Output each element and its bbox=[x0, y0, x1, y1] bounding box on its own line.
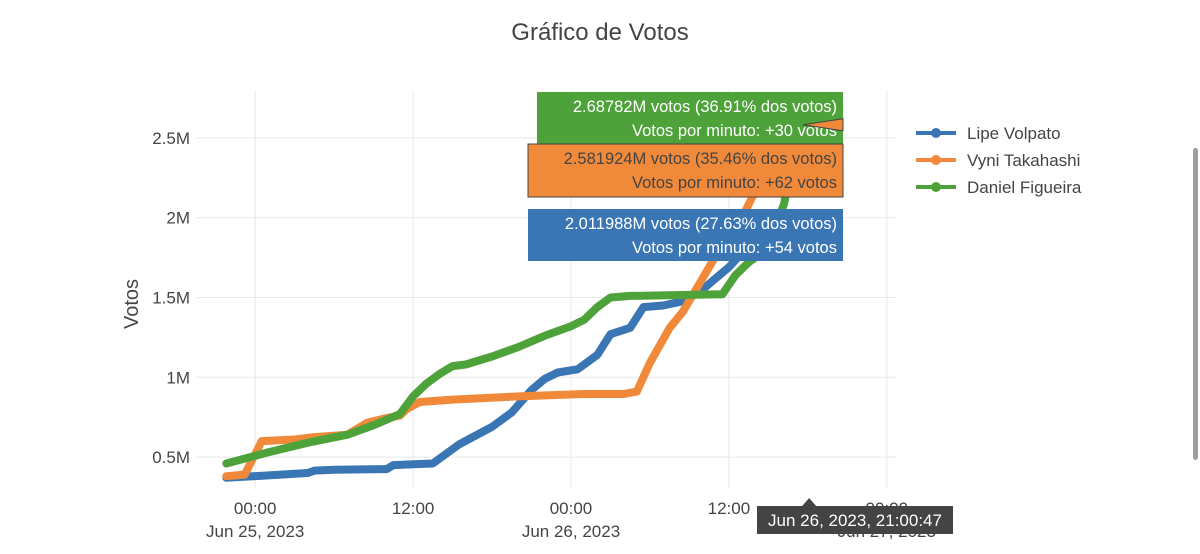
y-axis-label: Votos bbox=[121, 279, 143, 329]
legend-marker-0[interactable] bbox=[931, 128, 941, 138]
x-tick-label-3: 12:00 bbox=[708, 499, 751, 518]
hover-label-pointer-1 bbox=[803, 118, 844, 132]
x-hover-label-pointer bbox=[802, 498, 817, 506]
hover-label-rate-0: Votos por minuto: +30 votos bbox=[632, 122, 837, 140]
hover-label-rate-2: Votos por minuto: +54 votos bbox=[632, 239, 837, 257]
hover-label-box-1 bbox=[527, 143, 844, 198]
hover-label-0: 2.68782M votos (36.91% dos votos) Votos p… bbox=[537, 92, 843, 144]
hover-label-value-2: 2.011988M votos (27.63% dos votos) bbox=[565, 215, 837, 233]
x-tick-date-0: Jun 25, 2023 bbox=[206, 522, 304, 541]
x-tick-label-1: 12:00 bbox=[392, 499, 435, 518]
x-tick-label-2: 00:00 bbox=[550, 499, 593, 518]
hover-label-rate-1: Votos por minuto: +62 votos bbox=[632, 174, 837, 192]
hover-label-2: 2.011988M votos (27.63% dos votos) Votos … bbox=[528, 209, 843, 261]
legend-marker-1[interactable] bbox=[931, 155, 941, 165]
hover-label-value-0: 2.68782M votos (36.91% dos votos) bbox=[573, 98, 837, 116]
y-tick-label-2: 1.5M bbox=[152, 288, 190, 307]
chart-title: Gráfico de Votos bbox=[511, 19, 688, 46]
legend-label-1[interactable]: Vyni Takahashi bbox=[967, 151, 1080, 170]
y-tick-label-4: 2.5M bbox=[152, 129, 190, 148]
hover-label-value-1: 2.581924M votos (35.46% dos votos) bbox=[564, 150, 837, 168]
x-tick-date-2: Jun 26, 2023 bbox=[522, 522, 620, 541]
y-axis-ticks: 0.5M 1M 1.5M 2M 2.5M bbox=[152, 129, 190, 467]
y-tick-label-3: 2M bbox=[166, 209, 190, 228]
hover-label-box-0 bbox=[537, 92, 843, 144]
hover-labels: 2.68782M votos (36.91% dos votos) Votos p… bbox=[527, 92, 953, 534]
x-hover-label-text: Jun 26, 2023, 21:00:47 bbox=[768, 511, 942, 530]
hover-label-box-2 bbox=[528, 209, 843, 261]
hover-label-1: 2.581924M votos (35.46% dos votos) Votos … bbox=[527, 118, 844, 198]
legend-marker-2[interactable] bbox=[931, 182, 941, 192]
y-tick-label-0: 0.5M bbox=[152, 448, 190, 467]
legend-label-2[interactable]: Daniel Figueira bbox=[967, 178, 1082, 197]
legend[interactable]: Lipe Volpato Vyni Takahashi Daniel Figueir… bbox=[916, 124, 1082, 197]
vertical-scrollbar[interactable] bbox=[1193, 148, 1198, 460]
x-hover-label-box bbox=[757, 506, 953, 534]
x-hover-label: Jun 26, 2023, 21:00:47 bbox=[757, 498, 953, 534]
y-tick-label-1: 1M bbox=[166, 368, 190, 387]
x-tick-label-0: 00:00 bbox=[234, 499, 277, 518]
legend-label-0[interactable]: Lipe Volpato bbox=[967, 124, 1061, 143]
